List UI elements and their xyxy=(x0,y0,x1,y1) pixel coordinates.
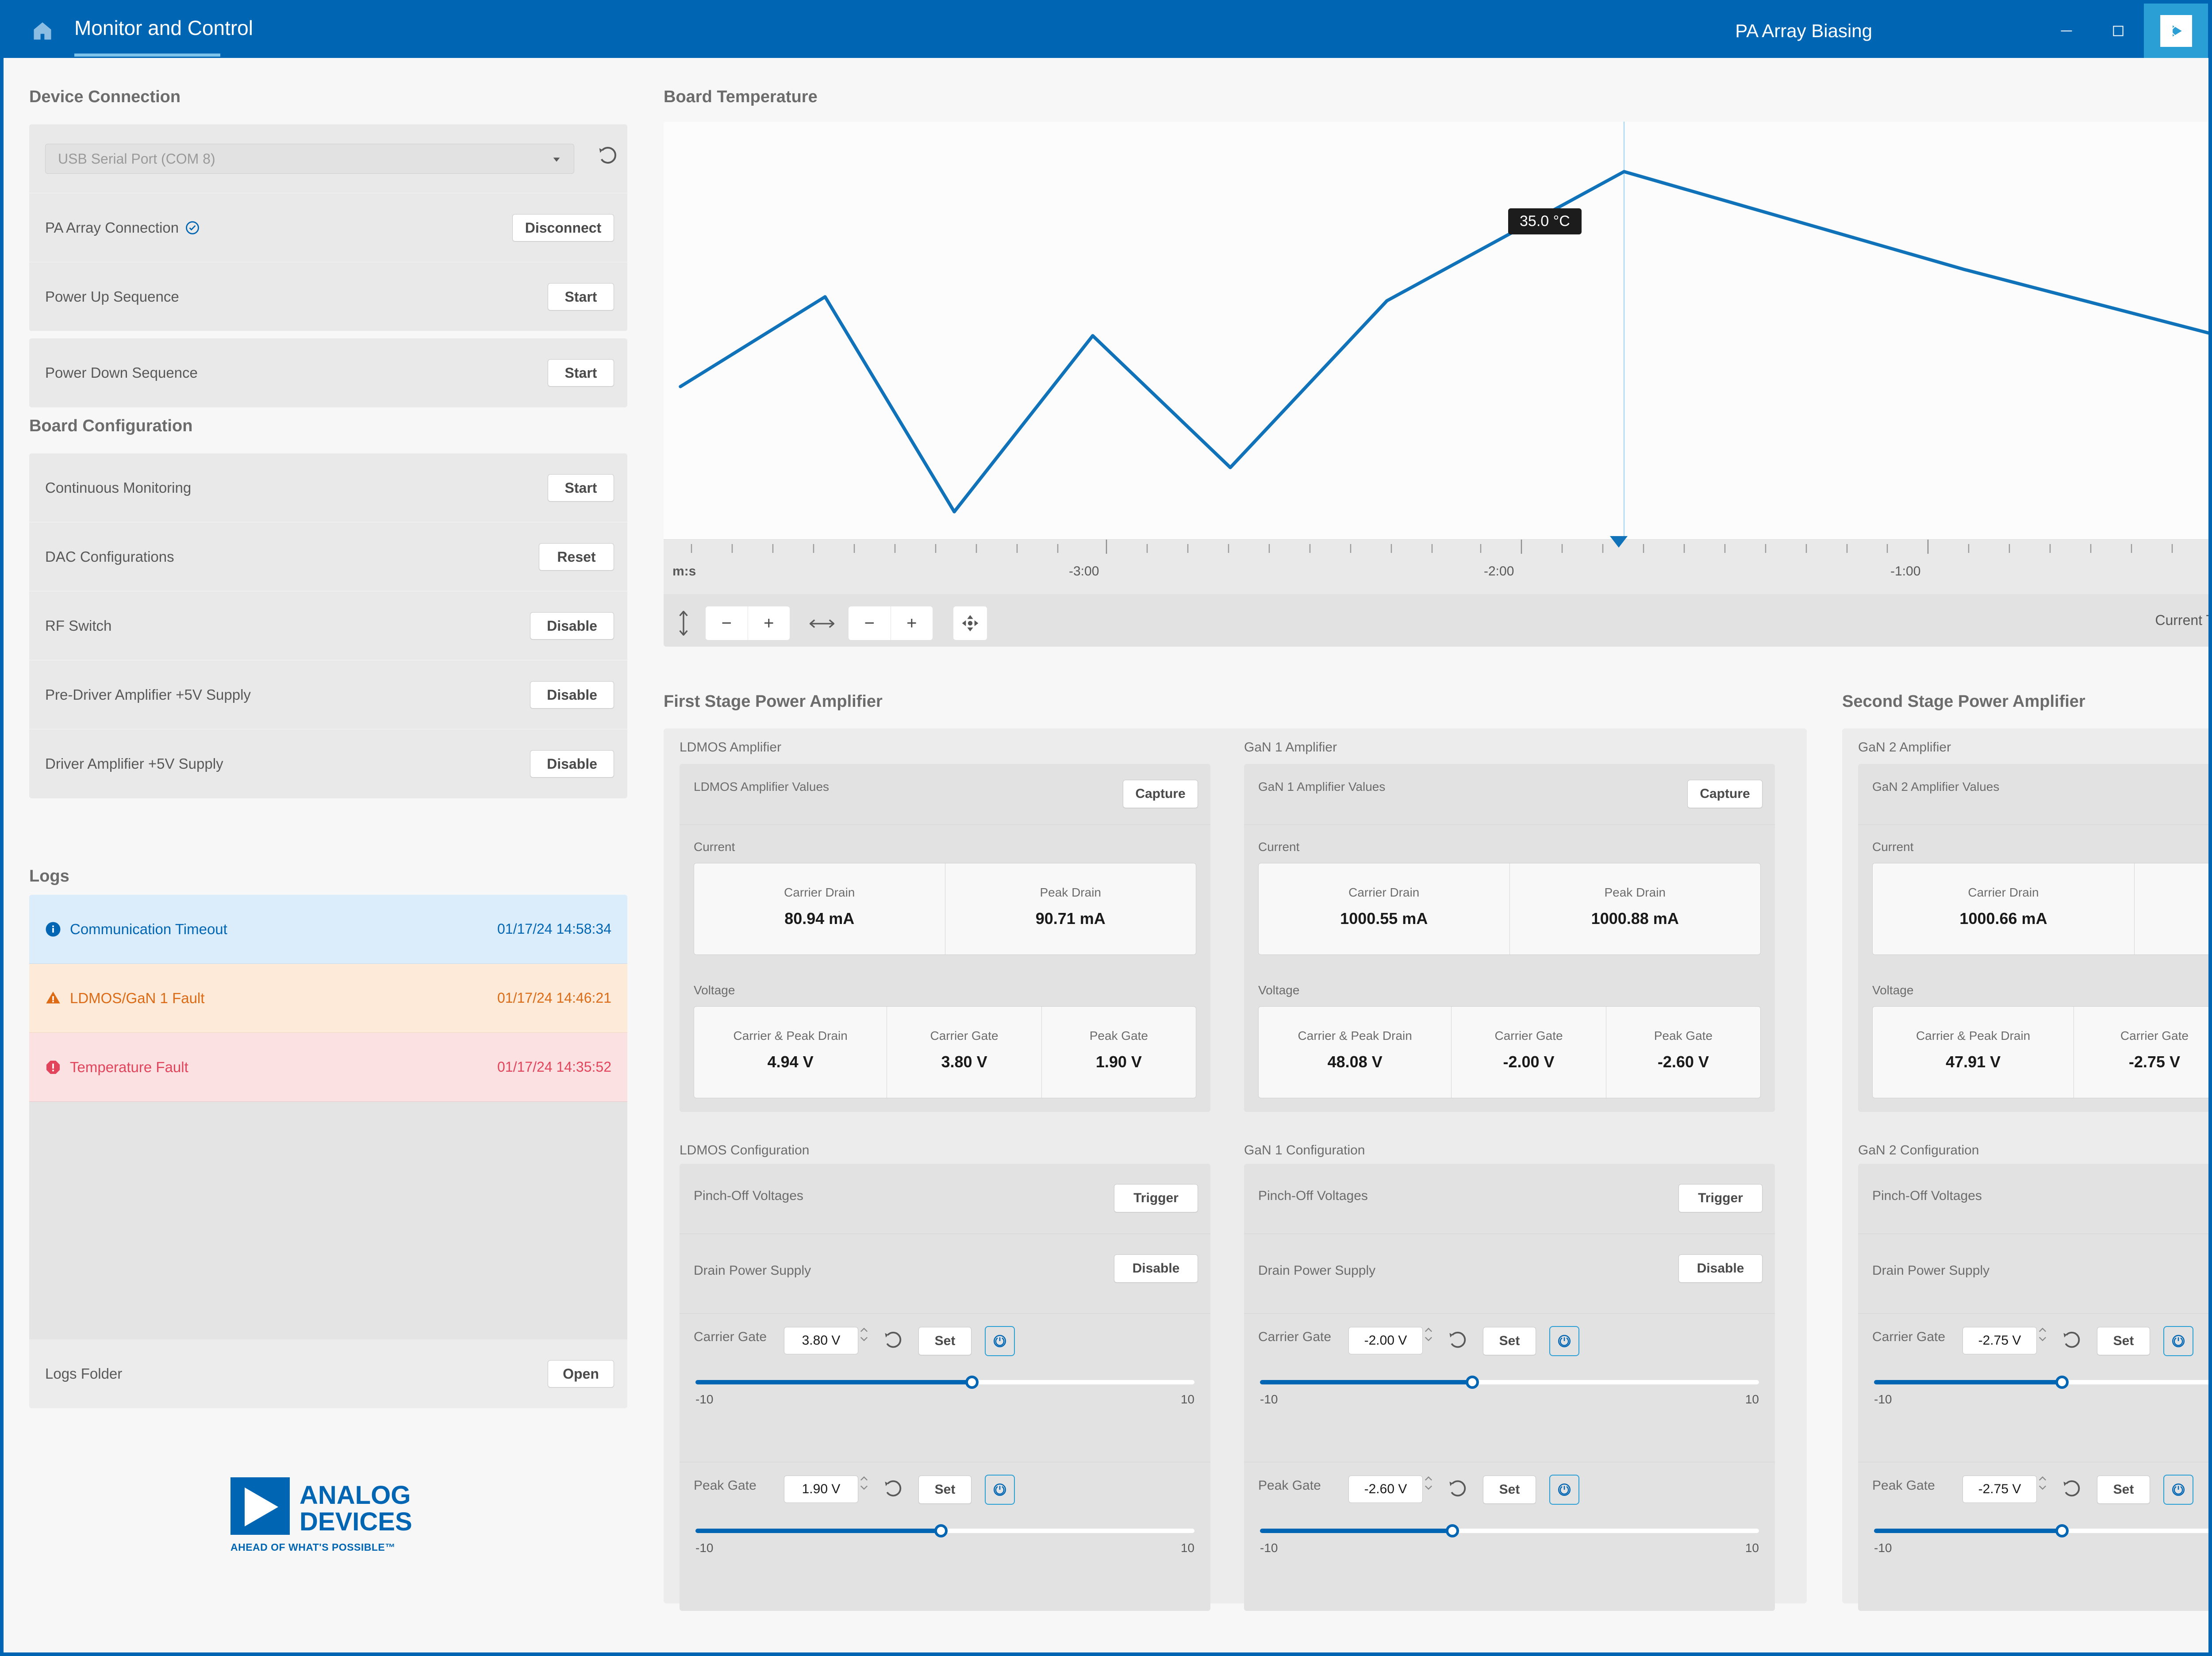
svg-text:ANALOG: ANALOG xyxy=(300,1481,411,1510)
svg-text:DEVICES: DEVICES xyxy=(300,1507,412,1535)
